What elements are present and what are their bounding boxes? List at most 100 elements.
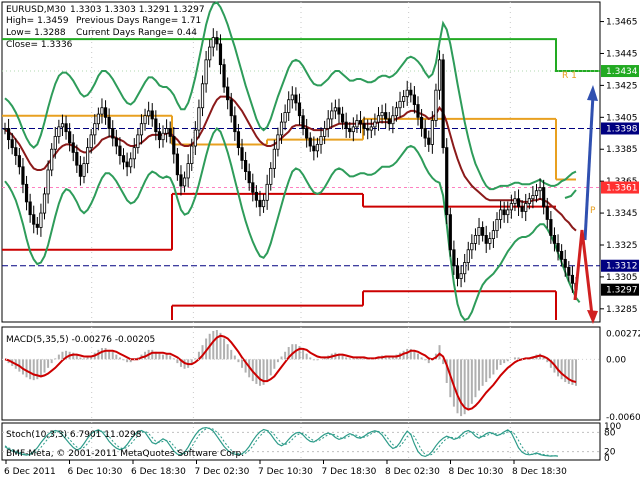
candle-body-9: [35, 223, 39, 228]
candle-body-68: [247, 171, 251, 184]
candle-body-155: [560, 250, 564, 260]
candle-body-24: [89, 134, 93, 149]
candle-body-119: [430, 120, 434, 145]
bb-tail: [564, 189, 577, 199]
candle-body-81: [294, 94, 298, 104]
candle-body-3: [14, 147, 18, 157]
candle-body-96: [348, 128, 352, 133]
candle-body-64: [233, 115, 237, 133]
candle-body-42: [154, 118, 158, 133]
candle-body-112: [405, 89, 409, 97]
price-marker-box-4: [601, 283, 639, 296]
candle-body-130: [470, 242, 474, 251]
candle-body-101: [366, 128, 370, 131]
candle-body-120: [434, 89, 438, 121]
candle-body-58: [211, 37, 215, 48]
candle-body-117: [423, 128, 427, 139]
candle-body-90: [326, 118, 330, 129]
candle-body-19: [71, 142, 75, 153]
candle-body-123: [445, 147, 449, 216]
candle-body-114: [412, 94, 416, 105]
candle-body-77: [279, 121, 284, 136]
candle-body-140: [506, 209, 510, 216]
candle-body-113: [409, 89, 413, 96]
candle-body-124: [448, 214, 452, 251]
price-marker-label-4: 1.3297: [606, 286, 638, 296]
candle-body-147: [531, 195, 535, 200]
moving-average: [4, 95, 577, 232]
candle-body-111: [402, 96, 406, 102]
candle-body-134: [484, 235, 488, 244]
candle-body-49: [179, 174, 183, 187]
macd-tick-label-2: -0.00608: [606, 413, 640, 423]
price-tick-label-2: 1.3425: [606, 81, 638, 91]
candle-body-137: [495, 219, 499, 232]
candle-body-22: [82, 163, 86, 177]
candle-body-28: [103, 107, 108, 118]
candle-body-99: [358, 120, 363, 125]
candle-body-48: [175, 153, 179, 176]
price-tick-label-6: 1.3345: [606, 209, 638, 219]
candle-body-82: [297, 102, 302, 117]
candle-body-93: [337, 107, 341, 115]
candle-body-15: [57, 126, 61, 137]
candle-body-145: [524, 203, 528, 212]
candle-body-44: [161, 132, 165, 141]
candle-body-91: [330, 110, 334, 120]
candle-body-122: [441, 59, 445, 149]
candle-body-30: [111, 128, 115, 139]
candle-body-6: [24, 183, 29, 203]
candle-body-158: [570, 274, 575, 284]
pivot-label: P: [590, 206, 596, 216]
macd-series: [2, 330, 600, 417]
candle-body-103: [373, 121, 377, 128]
candle-body-95: [344, 121, 348, 129]
price-marker-label-1: 1.3398: [606, 124, 638, 134]
candle-body-69: [251, 182, 255, 193]
candle-body-132: [477, 227, 481, 236]
stoch-main-line: [4, 426, 559, 458]
candle-body-87: [315, 144, 320, 152]
price-marker-box-2: [601, 181, 639, 194]
red-arrow-head: [587, 310, 598, 324]
stoch-tick-label-3: 0: [604, 454, 610, 464]
candle-body-8: [32, 214, 36, 225]
candle-body-156: [563, 258, 567, 268]
candle-body-88: [319, 136, 323, 145]
copyright-label: BMF-Meta, © 2001-2011 MetaQuotes Softwar…: [6, 449, 244, 459]
candle-body-52: [190, 145, 194, 164]
time-label-2: 6 Dec 18:30: [131, 467, 186, 477]
stoch-signal-line: [4, 427, 558, 457]
candle-body-136: [491, 230, 496, 240]
bb-lower-line: [4, 127, 581, 322]
candle-body-11: [42, 193, 47, 214]
candle-body-105: [380, 112, 384, 117]
candle-body-33: [121, 155, 126, 163]
candle-body-55: [200, 83, 205, 109]
candle-body-89: [323, 128, 327, 137]
candle-body-61: [222, 64, 226, 88]
bollinger-bands: [4, 1, 581, 322]
candle-body-146: [527, 198, 531, 204]
candle-body-29: [107, 116, 111, 129]
time-label-3: 7 Dec 02:30: [195, 467, 250, 477]
candle-body-108: [391, 115, 395, 125]
candle-body-62: [226, 86, 230, 101]
candle-body-129: [466, 249, 470, 263]
time-label-8: 8 Dec 18:30: [512, 467, 567, 477]
price-tick-label-8: 1.3305: [606, 273, 638, 283]
candle-body-21: [78, 164, 83, 177]
candle-body-50: [182, 177, 187, 187]
candle-body-115: [416, 104, 420, 118]
candle-body-76: [276, 134, 280, 150]
candle-body-78: [283, 112, 287, 123]
high-label: High= 1.3459: [6, 16, 69, 26]
candle-body-67: [244, 160, 248, 172]
candle-body-17: [64, 123, 68, 133]
prev-range-label: Previous Days Range= 1.71: [76, 16, 201, 26]
candle-body-51: [186, 163, 190, 179]
candle-body-35: [129, 158, 133, 168]
candle-body-126: [455, 265, 460, 279]
